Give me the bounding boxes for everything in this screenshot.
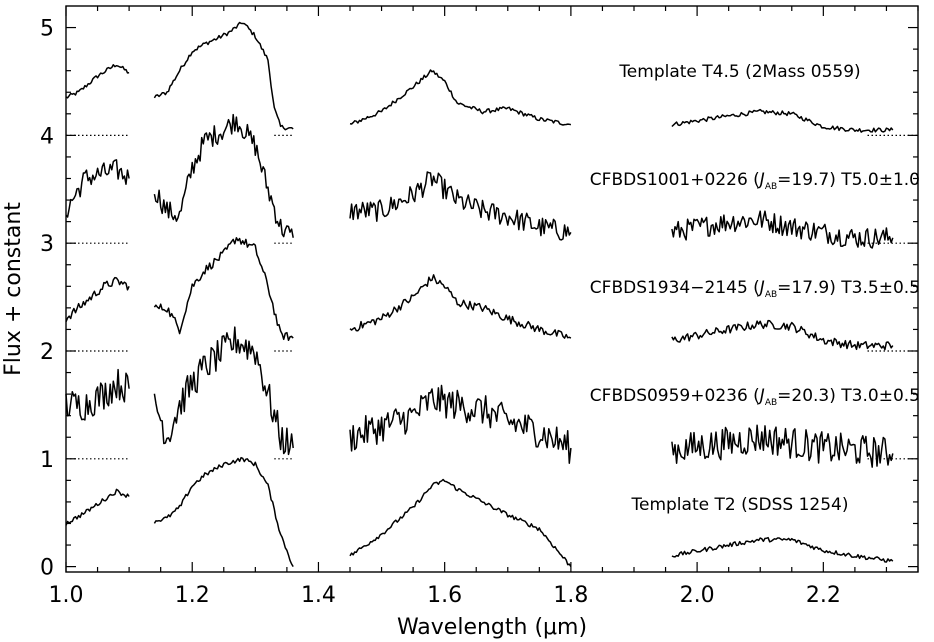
x-tick-label: 1.4 [301,583,336,608]
spectrum-segment [153,113,294,238]
label-jmag: J [757,278,765,298]
spectrum-segment [65,488,130,526]
spectrum-segment [65,368,130,421]
spectrum-segment [671,210,894,249]
x-tick-label: 2.0 [680,583,715,608]
y-axis-label: Flux + constant [1,202,26,376]
label-suffix: =19.7) T5.0±1.0 [777,170,920,190]
x-axis-label: Wavelength (μm) [397,615,587,640]
y-tick-label: 0 [40,556,54,581]
x-tick-label: 2.2 [806,583,841,608]
spectrum-segment [349,69,572,126]
spectrum-label: CFBDS1001+0226 (JAB=19.7) T5.0±1.0 [590,170,920,192]
y-tick-label: 4 [40,124,54,149]
spectrum-segment [153,21,294,131]
y-tick-label: 1 [40,448,54,473]
spectrum-segment [671,536,894,563]
label-prefix: CFBDS1934−2145 ( [590,278,760,298]
label-suffix: =17.9) T3.5±0.5 [777,278,920,298]
spectrum-label: CFBDS0959+0236 (JAB=20.3) T3.0±0.5 [590,386,920,408]
label-subscript: AB [765,182,777,192]
label-jmag: J [757,386,765,406]
label-prefix: CFBDS1001+0226 ( [590,170,760,190]
spectrum-label: Template T4.5 (2Mass 0559) [618,62,860,82]
spectrum-segment [349,274,572,339]
label-prefix: CFBDS0959+0236 ( [590,386,760,406]
spectrum-segment [349,478,572,568]
spectrum-label: Template T2 (SDSS 1254) [631,495,849,515]
plot-frame [65,5,919,573]
spectrum-label: CFBDS1934−2145 (JAB=17.9) T3.5±0.5 [590,278,920,300]
y-tick-label: 2 [40,340,54,365]
spectrum-segment [65,159,130,218]
spectrum-segment [153,326,294,456]
spectrum-segment [65,64,130,99]
spectrum-series [65,326,894,468]
spectrum-series [65,21,894,133]
x-tick-label: 1.2 [175,583,210,608]
spectrum-series [65,456,894,568]
label-jmag: J [757,170,765,190]
spectrum-segment [65,276,130,322]
spectrum-annotations: Template T4.5 (2Mass 0559) CFBDS1001+0226… [590,62,920,515]
x-tick-label: 1.8 [553,583,588,608]
x-tick-label: 1.6 [427,583,462,608]
plot-marks [65,21,918,568]
spectrum-segment [671,424,894,468]
label-suffix: =20.3) T3.0±0.5 [777,386,920,406]
label-subscript: AB [765,398,777,408]
spectrum-segment [153,456,294,567]
spectrum-segment [671,319,894,351]
y-tick-label: 3 [40,232,54,257]
spectrum-series [65,113,894,249]
axis-ticks [65,6,919,572]
y-tick-label: 5 [40,17,54,42]
spectrum-segment [349,384,572,464]
label-subscript: AB [765,290,777,300]
spectrum-segment [671,108,894,133]
spectrum-segment [349,171,572,241]
x-tick-label: 1.0 [49,583,84,608]
tick-labels: 1.0 1.2 1.4 1.6 1.8 2.0 2.2 0 1 2 3 4 5 [40,17,841,608]
spectrum-segment [153,237,294,342]
spectrum-series [65,237,894,351]
